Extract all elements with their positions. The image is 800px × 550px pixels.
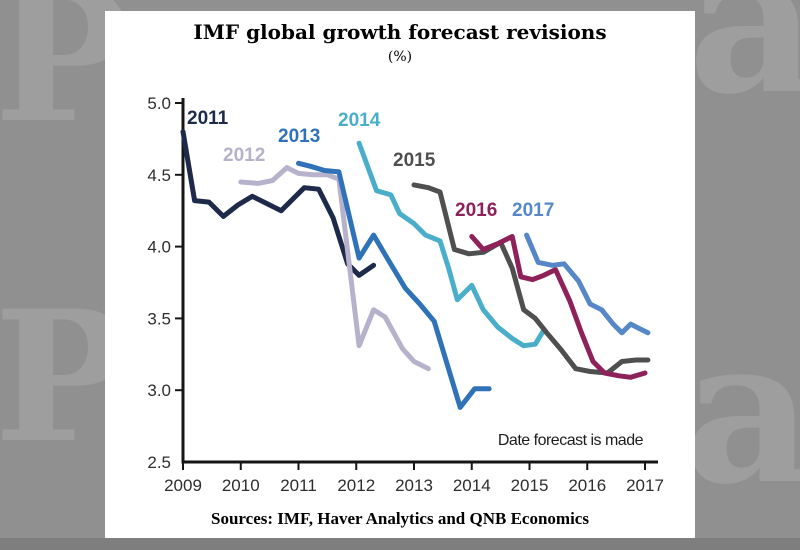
chart-title: IMF global growth forecast revisions [193, 20, 607, 44]
series-label-2013: 2013 [278, 126, 320, 147]
series-line-2015 [411, 182, 651, 376]
watermark-letter-a-bottom: a [684, 294, 800, 529]
series-label-2015: 2015 [393, 150, 436, 171]
series-label-2014: 2014 [338, 110, 381, 131]
source-note: Sources: IMF, Haver Analytics and QNB Ec… [211, 509, 589, 528]
watermark-letter-a-top: a [688, 0, 800, 139]
series-line-2014 [356, 140, 547, 349]
series-label-2016: 2016 [455, 200, 497, 221]
y-tick-label: 4.5 [147, 166, 171, 185]
x-tick-label: 2014 [453, 476, 491, 495]
y-tick-label: 4.0 [147, 238, 171, 257]
series-line-2017 [524, 232, 651, 336]
x-tick-label: 2011 [280, 476, 317, 495]
series-line-2012 [238, 165, 431, 372]
series-label-2017: 2017 [512, 200, 554, 221]
y-tick-label: 5.0 [147, 94, 171, 113]
x-tick-label: 2012 [337, 476, 375, 495]
x-axis-annotation: Date forecast is made [497, 432, 644, 449]
plot-area: 2.5 3.0 3.5 4.0 4.5 5.0 2009 2010 2011 2012 2013 20… [147, 94, 664, 495]
x-tick-label: 2015 [511, 476, 549, 495]
chart-card: 2.5 3.0 3.5 4.0 4.5 5.0 2009 2010 2011 2012 2013 20… [105, 11, 695, 538]
y-tick-label: 3.5 [147, 309, 171, 328]
x-tick-label: 2009 [164, 476, 202, 495]
y-tick-label: 2.5 [147, 453, 171, 472]
x-tick-label: 2010 [222, 476, 260, 495]
series-line-2016 [469, 234, 648, 380]
series-label-2012: 2012 [223, 145, 265, 166]
series-label-2011: 2011 [187, 108, 229, 129]
x-tick-label: 2013 [395, 476, 433, 495]
series-line-2013 [296, 160, 492, 410]
x-tick-label: 2017 [626, 476, 664, 495]
x-tick-label: 2016 [568, 476, 606, 495]
chart-subtitle: (%) [387, 49, 413, 65]
series-line-2011 [180, 129, 377, 278]
y-tick-label: 3.0 [147, 381, 171, 400]
page-bottom-strip [0, 538, 800, 550]
